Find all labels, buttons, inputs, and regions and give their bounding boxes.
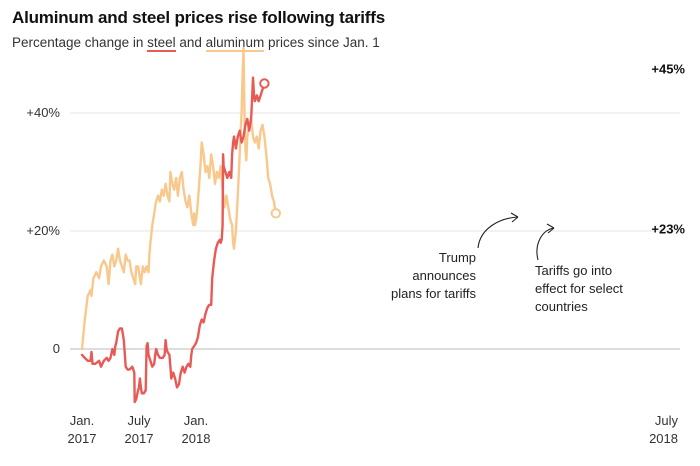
- annotation-tariffs-line-1: effect for select: [535, 281, 623, 296]
- aluminum-series-line: [80, 46, 277, 351]
- y-tick-label-2: +40%: [26, 105, 60, 120]
- annotation-trump-line-2: plans for tariffs: [391, 286, 477, 301]
- subtitle-steel-legend: steel: [147, 35, 176, 52]
- x-tick-label-3-1: 2018: [649, 431, 678, 446]
- annotation-trump-line-0: Trump: [439, 250, 476, 265]
- subtitle-suffix: prices since Jan. 1: [264, 35, 380, 50]
- x-tick-label-2-1: 2018: [182, 431, 211, 446]
- subtitle-middle: and: [175, 35, 206, 50]
- annotation-trump-arrow: [477, 216, 519, 249]
- y-tick-label-0: 0: [53, 341, 60, 356]
- y-tick-label-1: +20%: [26, 223, 60, 238]
- aluminum-end-label: +23%: [651, 221, 685, 236]
- subtitle-aluminum-legend: aluminum: [205, 35, 265, 52]
- annotation-tariffs-arrow: [536, 227, 555, 261]
- aluminum-end-marker: [270, 208, 281, 219]
- annotation-trump-arrowhead: [510, 212, 519, 223]
- chart-title: Aluminum and steel prices rise following…: [12, 8, 385, 27]
- subtitle-prefix: Percentage change in: [12, 35, 148, 50]
- x-tick-label-1-1: 2017: [125, 431, 154, 446]
- x-tick-label-1-0: July: [127, 413, 151, 428]
- steel-end-marker: [259, 78, 270, 89]
- annotation-trump-line-1: announces: [412, 268, 476, 283]
- annotation-tariffs-arrowhead: [546, 223, 555, 234]
- x-tick-label-0-0: Jan.: [70, 413, 95, 428]
- x-tick-label-3-0: July: [655, 413, 679, 428]
- x-tick-label-2-0: Jan.: [184, 413, 209, 428]
- annotation-tariffs-line-0: Tariffs go into: [535, 263, 612, 278]
- annotation-tariffs-line-2: countries: [535, 299, 588, 314]
- steel-series-line: [80, 76, 266, 404]
- x-tick-label-0-1: 2017: [68, 431, 97, 446]
- steel-end-label: +45%: [651, 62, 685, 77]
- chart-subtitle: Percentage change in steel and aluminum …: [12, 35, 380, 52]
